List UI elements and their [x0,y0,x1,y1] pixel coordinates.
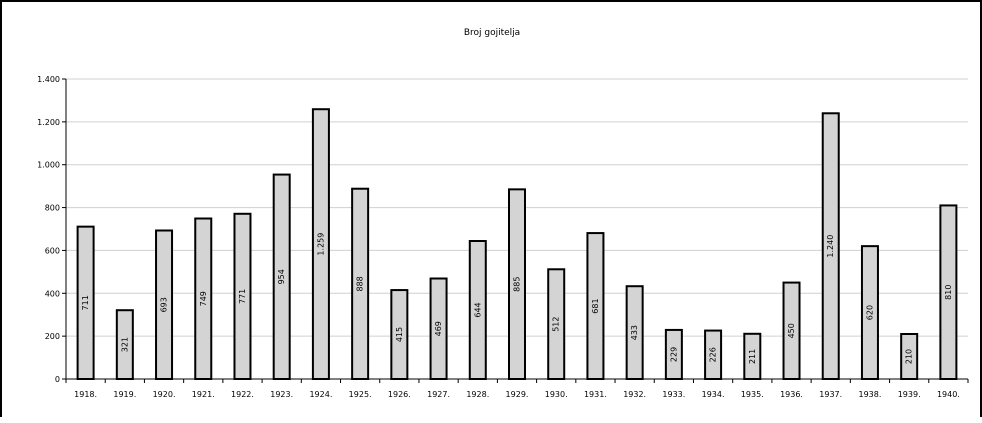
data-label: 693 [160,297,169,312]
x-tick-label: 1932. [623,390,646,399]
x-tick-label: 1936. [780,390,803,399]
y-tick-label: 200 [45,332,60,341]
data-label: 469 [434,321,443,336]
bars [76,108,958,381]
data-label: 1.259 [316,233,325,256]
data-label: 512 [552,317,561,332]
x-tick-label: 1924. [309,390,332,399]
x-tick-label: 1923. [270,390,293,399]
x-tick-label: 1929. [506,390,529,399]
x-tick-label: 1927. [427,390,450,399]
x-tick-label: 1928. [466,390,489,399]
data-label: 450 [787,323,796,338]
x-tick-label: 1930. [545,390,568,399]
data-label: 885 [513,277,522,292]
chart-title: Broj gojitelja [464,28,520,38]
y-tick-label: 400 [45,289,60,298]
x-tick-label: 1934. [702,390,725,399]
data-label: 210 [905,349,914,364]
data-label: 644 [473,302,482,317]
data-label: 711 [81,295,90,310]
data-label: 810 [944,285,953,300]
x-tick-label: 1926. [388,390,411,399]
x-tick-label: 1931. [584,390,607,399]
labels: 0 200 400 600 800 1.000 1.200 1.400 711 1918. 321 1… [37,75,960,399]
y-tick-label: 600 [45,246,60,255]
x-tick-label: 1921. [192,390,215,399]
y-tick-label: 800 [45,204,60,213]
x-tick-label: 1925. [349,390,372,399]
data-label: 620 [865,305,874,320]
x-tick-label: 1922. [231,390,254,399]
x-tick-label: 1940. [937,390,960,399]
data-label: 415 [395,327,404,342]
x-tick-label: 1935. [741,390,764,399]
data-label: 749 [199,291,208,306]
data-label: 771 [238,289,247,304]
data-label: 681 [591,298,600,313]
y-tick-label: 1.000 [37,161,60,170]
data-label: 888 [356,276,365,291]
x-tick-label: 1920. [153,390,176,399]
data-label: 954 [277,269,286,284]
x-tick-label: 1938. [859,390,882,399]
data-label: 229 [669,347,678,362]
x-tick-label: 1937. [819,390,842,399]
axes [62,78,969,383]
y-tick-label: 1.400 [37,75,60,84]
data-label: 211 [748,349,757,364]
x-tick-label: 1918. [74,390,97,399]
x-tick-label: 1919. [113,390,136,399]
data-label: 226 [709,347,718,362]
data-label: 433 [630,325,639,340]
x-tick-label: 1933. [662,390,685,399]
y-tick-label: 1.200 [37,118,60,127]
y-tick-label: 0 [55,375,60,384]
data-label: 321 [120,337,129,352]
x-tick-label: 1939. [898,390,921,399]
data-label: 1.240 [826,235,835,258]
